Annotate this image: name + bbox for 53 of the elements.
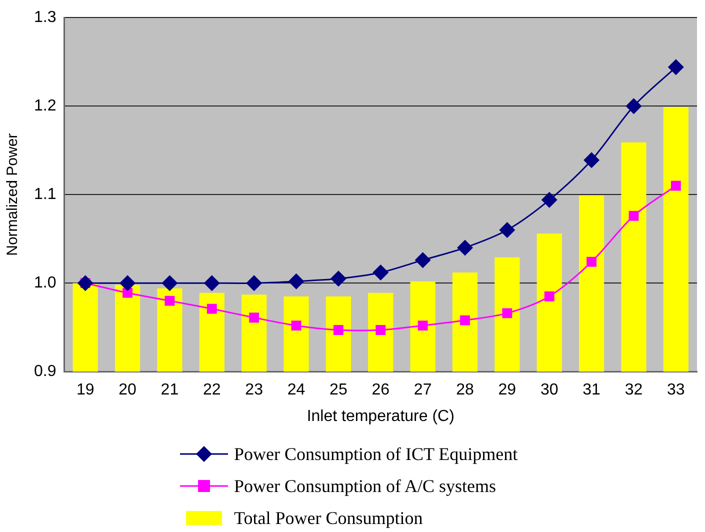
point [77, 275, 94, 292]
y-axis-title: Normalized Power [4, 133, 22, 256]
point [584, 152, 600, 168]
point [670, 180, 681, 191]
point [291, 320, 302, 331]
point [418, 320, 428, 331]
x-tick-label: 30 [540, 382, 558, 399]
point [288, 273, 304, 290]
point [626, 98, 642, 114]
point [204, 275, 220, 292]
point [628, 210, 639, 221]
y-tick-label: 0.9 [34, 363, 56, 380]
point [333, 325, 344, 335]
point [206, 304, 217, 314]
x-tick-label: 19 [76, 382, 94, 399]
point [502, 308, 512, 318]
x-tick-label: 23 [245, 382, 264, 399]
point [668, 59, 684, 76]
y-tick-label: 1.1 [34, 186, 56, 204]
point [246, 275, 262, 292]
x-tick-label: 25 [330, 382, 348, 399]
x-axis-title: Inlet temperature (C) [306, 408, 454, 425]
x-tick-label: 33 [667, 382, 685, 399]
legend-label: Power Consumption of A/C systems [234, 476, 496, 496]
x-tick-label: 24 [287, 382, 306, 399]
y-tick-label: 1.2 [34, 98, 56, 115]
y-tick-label: 1.3 [34, 9, 56, 26]
point [162, 275, 178, 292]
y-tick-label: 1.0 [34, 274, 56, 292]
point [544, 291, 554, 302]
point [164, 296, 175, 306]
point [499, 222, 516, 238]
point [372, 264, 389, 280]
x-tick-label: 21 [160, 382, 179, 399]
x-tick-label: 29 [498, 382, 516, 399]
legend-label: Total Power Consumption [234, 508, 423, 528]
point [456, 240, 473, 256]
point [249, 312, 260, 323]
x-tick-label: 22 [202, 382, 221, 399]
x-tick-label: 26 [372, 382, 390, 399]
x-tick-label: 28 [456, 382, 474, 399]
x-tick-label: 27 [414, 382, 432, 399]
point [460, 315, 470, 326]
point [120, 275, 136, 292]
x-tick-label: 32 [624, 382, 643, 399]
legend-label: Power Consumption of ICT Equipment [234, 444, 518, 464]
x-tick-label: 20 [118, 382, 137, 399]
point [330, 270, 346, 287]
point [541, 192, 558, 208]
x-tick-label: 31 [582, 382, 601, 399]
point [414, 252, 431, 268]
point [376, 325, 386, 335]
point [586, 256, 596, 267]
